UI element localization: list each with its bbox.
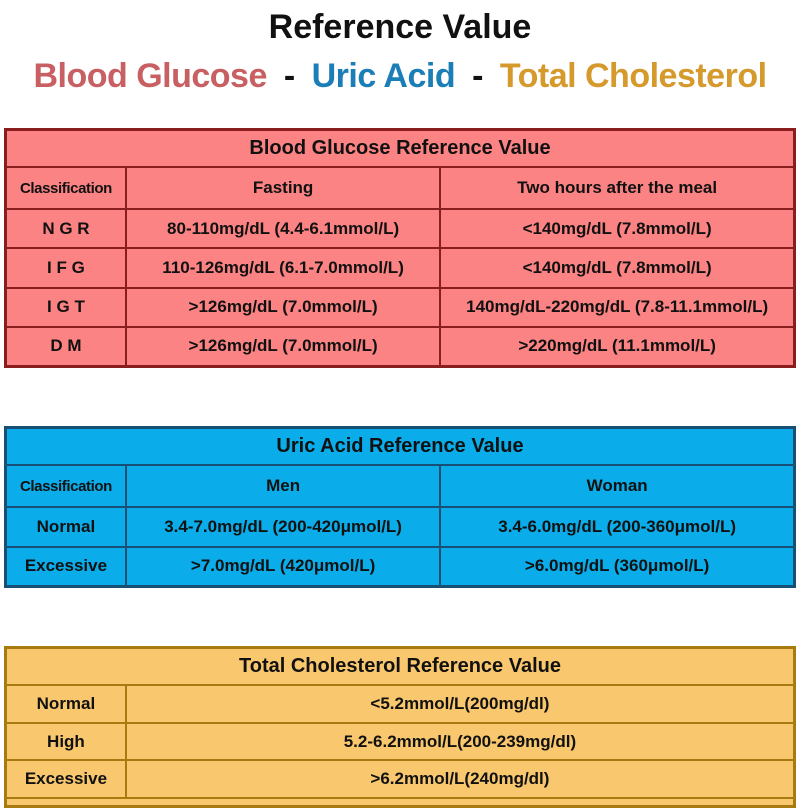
table-row: Excessive >7.0mg/dL (420μmol/L) >6.0mg/d… (7, 545, 793, 585)
table-cell: Excessive (24, 556, 108, 576)
table-cell: 5.2-6.2mmol/L(200-239mg/dl) (124, 723, 793, 760)
table-cell: I G T (47, 297, 85, 317)
table-cell: >126mg/dL (7.0mmol/L) (124, 288, 439, 326)
table-row: D M >126mg/dL (7.0mmol/L) >220mg/dL (11.… (7, 325, 793, 365)
total-cholesterol-table: Total Cholesterol Reference Value Normal… (4, 646, 796, 808)
table-cell: D M (50, 336, 82, 356)
uric-acid-table: Uric Acid Reference Value Classification… (4, 426, 796, 588)
table-cell: >7.0mg/dL (420μmol/L) (124, 547, 439, 585)
column-header: Men (124, 466, 439, 506)
table-cell: 80-110mg/dL (4.4-6.1mmol/L) (124, 210, 439, 248)
column-header: Classification (19, 477, 112, 495)
subtitle-separator: - (283, 57, 295, 95)
table-row: Normal <5.2mmol/L(200mg/dl) (7, 684, 793, 722)
subtitle-uric-acid: Uric Acid (311, 57, 456, 95)
reference-value-page: Reference Value Blood Glucose - Uric Aci… (0, 8, 800, 808)
table-cell: Normal (36, 693, 96, 713)
table-row: High 5.2-6.2mmol/L(200-239mg/dl) (7, 721, 793, 760)
table-cell: N G R (42, 218, 90, 238)
table-cell: 3.4-6.0mg/dL (200-360μmol/L) (439, 508, 793, 546)
table-cell: <140mg/dL (7.8mmol/L) (439, 249, 793, 287)
table-row: Normal 3.4-7.0mg/dL (200-420μmol/L) 3.4-… (7, 506, 793, 546)
table-row: I F G 110-126mg/dL (6.1-7.0mmol/L) <140m… (7, 247, 793, 287)
table-footer-strip (7, 797, 793, 805)
column-header: Fasting (124, 168, 439, 208)
table-row: Excessive >6.2mmol/L(240mg/dl) (7, 759, 793, 798)
page-subtitle: Blood Glucose - Uric Acid - Total Choles… (0, 57, 800, 96)
table-cell: >126mg/dL (7.0mmol/L) (124, 327, 439, 365)
table-cell: <140mg/dL (7.8mmol/L) (439, 210, 793, 248)
subtitle-total-cholesterol: Total Cholesterol (499, 57, 767, 95)
column-header: Classification (19, 179, 112, 197)
table-header-row: Classification Men Woman (7, 464, 793, 506)
table-cell: Excessive (24, 769, 108, 789)
table-cell: 140mg/dL-220mg/dL (7.8-11.1mmol/L) (439, 288, 793, 326)
column-header: Two hours after the meal (439, 168, 793, 208)
table-cell: 110-126mg/dL (6.1-7.0mmol/L) (124, 249, 439, 287)
table-row: I G T >126mg/dL (7.0mmol/L) 140mg/dL-220… (7, 286, 793, 326)
table-row: N G R 80-110mg/dL (4.4-6.1mmol/L) <140mg… (7, 208, 793, 248)
table-cell: >220mg/dL (11.1mmol/L) (439, 327, 793, 365)
table-cell: >6.0mg/dL (360μmol/L) (439, 547, 793, 585)
subtitle-blood-glucose: Blood Glucose (33, 57, 267, 95)
table-title: Blood Glucose Reference Value (249, 137, 551, 159)
table-title: Uric Acid Reference Value (276, 435, 524, 457)
table-cell: I F G (47, 257, 85, 277)
subtitle-separator: - (472, 57, 483, 95)
table-cell: High (47, 731, 85, 751)
table-cell: <5.2mmol/L(200mg/dl) (124, 686, 793, 722)
page-title: Reference Value (268, 8, 532, 46)
column-header: Woman (439, 466, 793, 506)
table-cell: Normal (36, 516, 96, 536)
table-cell: >6.2mmol/L(240mg/dl) (124, 761, 793, 798)
blood-glucose-table: Blood Glucose Reference Value Classifica… (4, 128, 796, 368)
table-title: Total Cholesterol Reference Value (239, 655, 561, 677)
table-cell: 3.4-7.0mg/dL (200-420μmol/L) (124, 508, 439, 546)
table-header-row: Classification Fasting Two hours after t… (7, 166, 793, 208)
